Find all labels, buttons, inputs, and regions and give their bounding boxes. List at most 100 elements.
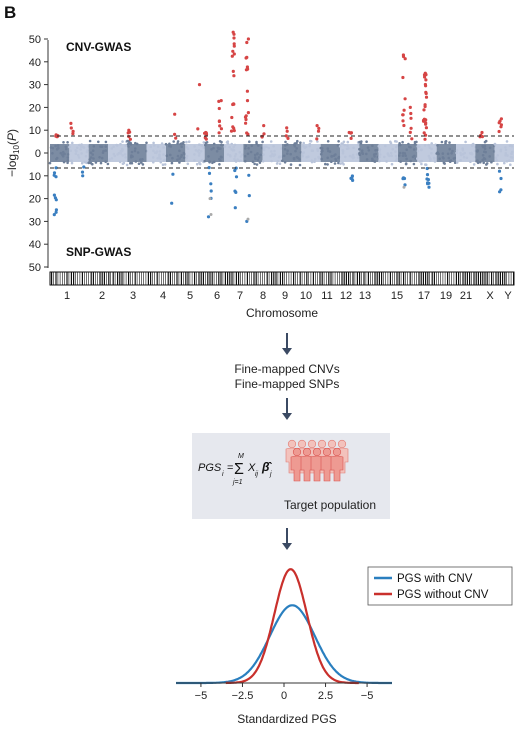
significant-point	[403, 97, 407, 101]
manhattan-point	[236, 158, 239, 161]
manhattan-point	[342, 140, 346, 144]
manhattan-point	[346, 144, 349, 147]
chromosome-band	[405, 272, 406, 285]
significant-point	[245, 219, 249, 223]
manhattan-point	[510, 150, 514, 154]
manhattan-point	[156, 145, 160, 148]
chromosome-band	[469, 272, 471, 285]
chromosome-band	[174, 272, 175, 285]
manhattan-point	[286, 152, 289, 155]
significant-point	[424, 95, 429, 99]
chromosome-band	[95, 272, 96, 285]
significant-point	[54, 198, 58, 202]
noise-band	[224, 144, 244, 162]
chromosome-band	[321, 272, 323, 285]
y-tick-label: 30	[29, 80, 41, 92]
significant-point	[408, 105, 412, 109]
manhattan-point	[228, 145, 231, 149]
manhattan-point	[451, 149, 454, 153]
manhattan-point	[78, 143, 81, 147]
manhattan-point	[448, 160, 452, 163]
manhattan-point	[284, 144, 287, 147]
manhattan-point	[115, 143, 118, 147]
significant-point	[171, 172, 175, 176]
chromosome-band	[194, 272, 196, 285]
manhattan-point	[301, 152, 304, 155]
chromosome-label: 13	[359, 290, 371, 302]
manhattan-point	[345, 147, 349, 151]
manhattan-point	[112, 145, 115, 148]
manhattan-point	[355, 153, 359, 156]
manhattan-point	[219, 155, 223, 159]
manhattan-point	[377, 144, 381, 148]
y-axis-ticks: 50 40 30 20 10 0 10 20 30 40 50	[29, 34, 48, 274]
manhattan-point	[348, 154, 352, 158]
significant-point	[127, 135, 131, 139]
manhattan-point	[267, 146, 271, 150]
chromosome-band	[337, 272, 338, 285]
chromosome-band	[508, 272, 510, 285]
flow-arrow-1	[282, 333, 292, 355]
chromosome-band	[143, 272, 144, 285]
population-figures	[285, 439, 349, 482]
manhattan-point	[395, 157, 399, 160]
manhattan-point	[218, 163, 221, 166]
manhattan-point	[429, 159, 432, 162]
manhattan-point	[162, 159, 166, 162]
manhattan-point	[286, 143, 289, 146]
chromosome-band	[502, 272, 504, 285]
manhattan-point	[494, 156, 498, 159]
manhattan-point	[91, 149, 95, 152]
chromosome-band	[189, 272, 191, 285]
significant-point	[170, 201, 174, 205]
significant-point	[316, 129, 321, 133]
manhattan-point	[118, 160, 122, 164]
manhattan-point	[84, 154, 88, 158]
chromosome-band	[103, 272, 105, 285]
chromosome-band	[477, 272, 479, 285]
manhattan-point	[124, 144, 128, 148]
manhattan-point	[438, 157, 442, 160]
manhattan-point	[351, 157, 355, 160]
manhattan-point	[269, 154, 272, 158]
manhattan-point	[485, 163, 488, 166]
manhattan-point	[430, 142, 434, 145]
chromosome-band	[367, 272, 369, 285]
manhattan-point	[163, 163, 167, 166]
significant-point	[69, 121, 73, 125]
chromosome-label: X	[486, 290, 494, 302]
manhattan-point	[326, 140, 330, 143]
manhattan-point	[310, 160, 314, 164]
formula-x-sub: ij	[255, 471, 259, 478]
manhattan-point	[423, 144, 427, 147]
chromosome-band	[211, 272, 213, 285]
chromosome-band	[365, 272, 367, 285]
chromosome-band	[235, 272, 237, 285]
manhattan-point	[223, 145, 227, 148]
manhattan-point	[240, 153, 244, 156]
manhattan-point	[383, 155, 386, 159]
significant-point	[499, 123, 503, 127]
chromosome-band	[319, 272, 321, 285]
manhattan-point	[303, 146, 307, 149]
significant-point	[230, 115, 234, 120]
significant-point	[409, 116, 413, 120]
chromosome-label: 2	[99, 290, 105, 302]
significant-point	[196, 127, 200, 131]
chromosome-band	[196, 272, 197, 285]
significant-point	[409, 126, 413, 130]
manhattan-point	[311, 149, 315, 153]
manhattan-point	[152, 149, 155, 153]
significant-point	[422, 108, 426, 112]
chromosome-band	[343, 272, 345, 285]
significant-point	[424, 78, 428, 82]
chromosome-band	[363, 272, 365, 285]
chromosome-band	[341, 272, 343, 285]
chromosome-band	[407, 272, 408, 285]
manhattan-point	[153, 144, 156, 147]
manhattan-point	[88, 139, 92, 143]
manhattan-point	[253, 162, 256, 166]
manhattan-point	[372, 153, 376, 156]
significant-point	[69, 126, 73, 130]
chromosome-band	[392, 272, 393, 285]
